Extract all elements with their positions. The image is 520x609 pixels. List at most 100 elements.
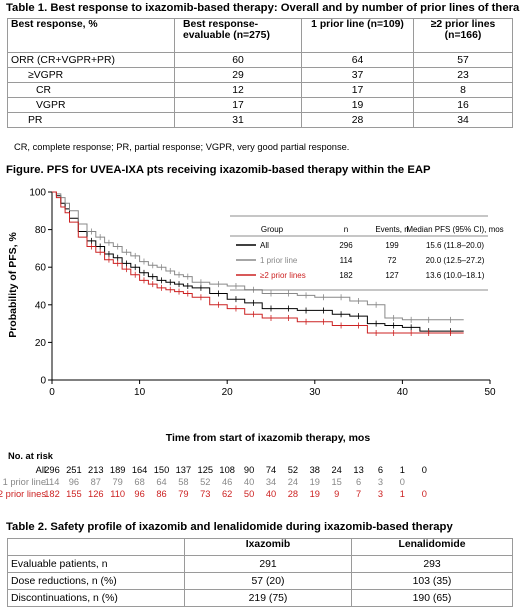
risk-count: 1 [399, 465, 405, 475]
risk-count: 182 [44, 489, 60, 499]
cell: 16 [413, 97, 513, 113]
cell: 57 (20) [184, 572, 352, 590]
risk-count: 13 [353, 465, 364, 475]
table-row: Discontinuations, n (%) 219 (75) 190 (65… [7, 589, 513, 607]
cell: 103 (35) [351, 572, 513, 590]
cell: 8 [413, 82, 513, 98]
x-tick-label: 10 [134, 387, 146, 398]
row-label: Discontinuations, n (%) [7, 589, 185, 607]
legend-median: 13.6 (10.0–18.1) [426, 271, 485, 280]
risk-count: 24 [331, 465, 342, 475]
cell: 190 (65) [351, 589, 513, 607]
risk-count: 6 [356, 477, 362, 487]
risk-count: 296 [44, 465, 60, 475]
legend-events: 127 [385, 271, 399, 280]
x-tick-label: 30 [309, 387, 321, 398]
risk-count: 0 [421, 465, 427, 475]
legend-events: 72 [388, 256, 397, 265]
chart-axes: 0 20 40 60 80 100 0 10 20 30 40 50 [29, 188, 496, 399]
risk-count: 108 [219, 465, 235, 475]
table-row: CR 12 17 8 [7, 82, 513, 98]
legend-header-n: n [344, 225, 348, 234]
cell: 31 [174, 112, 302, 128]
x-tick-label: 50 [484, 387, 496, 398]
table2-header-blank [7, 538, 185, 556]
risk-count: 50 [243, 489, 255, 499]
table1-header-1-prior: 1 prior line (n=109) [301, 18, 414, 53]
risk-count: 62 [222, 489, 233, 499]
cell: 64 [301, 52, 414, 68]
risk-count: 164 [131, 465, 148, 475]
risk-count: 52 [200, 477, 211, 487]
y-tick-label: 60 [35, 263, 47, 274]
risk-row-label: 1 prior line [2, 477, 46, 487]
cell: 60 [174, 52, 302, 68]
chart-curves [52, 191, 464, 336]
cell: 34 [413, 112, 513, 128]
legend-events: 199 [385, 241, 399, 250]
table1-title: Table 1. Best response to ixazomib-based… [6, 2, 520, 14]
row-label: ≥VGPR [7, 67, 175, 83]
km-curve-0 [52, 191, 464, 332]
legend-header-events: Events, n [375, 225, 408, 234]
figure-title: Figure. PFS for UVEA-IXA pts receiving i… [6, 164, 431, 176]
risk-count: 15 [331, 477, 342, 487]
table2-header-lenalidomide: Lenalidomide [351, 538, 513, 556]
legend-median: 20.0 (12.5–27.2) [426, 256, 485, 265]
y-tick-label: 80 [35, 225, 47, 236]
cell: 29 [174, 67, 302, 83]
risk-count: 114 [44, 477, 60, 487]
cell: 19 [301, 97, 414, 113]
risk-count: 96 [134, 489, 145, 499]
table1-footnote: CR, complete response; PR, partial respo… [14, 142, 350, 152]
row-label: ORR (CR+VGPR+PR) [7, 52, 175, 68]
legend-n: 296 [339, 241, 353, 250]
risk-count: 64 [156, 477, 167, 487]
cell: 219 (75) [184, 589, 352, 607]
x-axis-label: Time from start of ixazomib therapy, mos [166, 432, 371, 444]
cell: 37 [301, 67, 414, 83]
risk-count: 34 [265, 477, 277, 487]
row-label: Evaluable patients, n [7, 555, 185, 573]
table1-header-evaluable: Best response-evaluable (n=275) [174, 18, 302, 53]
risk-count: 9 [334, 489, 340, 499]
row-label: Dose reductions, n (%) [7, 572, 185, 590]
row-label: VGPR [7, 97, 175, 113]
risk-count: 6 [377, 465, 384, 475]
risk-count: 0 [421, 489, 427, 499]
risk-count: 40 [243, 477, 255, 487]
y-tick-label: 100 [29, 188, 46, 199]
cell: 293 [351, 555, 513, 573]
table1-header-response: Best response, % [7, 18, 175, 53]
risk-count: 96 [68, 477, 80, 487]
risk-count: 19 [309, 477, 320, 487]
table2-header-ixazomib: Ixazomib [184, 538, 352, 556]
best-response-table: Best response, % Best response-evaluable… [7, 18, 513, 128]
legend-group: All [260, 241, 269, 250]
risk-table-title: No. at risk [8, 451, 53, 461]
legend-group: ≥2 prior lines [260, 271, 306, 280]
risk-count: 79 [178, 489, 189, 499]
row-label: PR [7, 112, 175, 128]
risk-count: 86 [156, 489, 167, 499]
risk-count: 1 [399, 489, 405, 499]
legend-group: 1 prior line [260, 256, 298, 265]
risk-count: 19 [309, 489, 320, 499]
table2-title: Table 2. Safety profile of ixazomib and … [6, 521, 453, 533]
risk-count: 3 [377, 477, 384, 487]
risk-count: 189 [109, 465, 126, 475]
risk-count: 68 [134, 477, 145, 487]
risk-count: 3 [377, 489, 384, 499]
cell: 17 [174, 97, 302, 113]
cell: 57 [413, 52, 513, 68]
risk-row-label: ≥2 prior lines [0, 489, 46, 499]
risk-count: 125 [197, 465, 214, 475]
legend-n: 114 [340, 256, 353, 265]
risk-count: 38 [309, 465, 320, 475]
table-row: ≥VGPR 29 37 23 [7, 67, 513, 83]
y-axis-label: Probability of PFS, % [7, 232, 19, 338]
risk-count: 46 [222, 477, 233, 487]
risk-count: 213 [88, 465, 104, 475]
table1-header-2-prior: ≥2 prior lines (n=166) [413, 18, 513, 53]
y-tick-label: 0 [40, 376, 46, 387]
